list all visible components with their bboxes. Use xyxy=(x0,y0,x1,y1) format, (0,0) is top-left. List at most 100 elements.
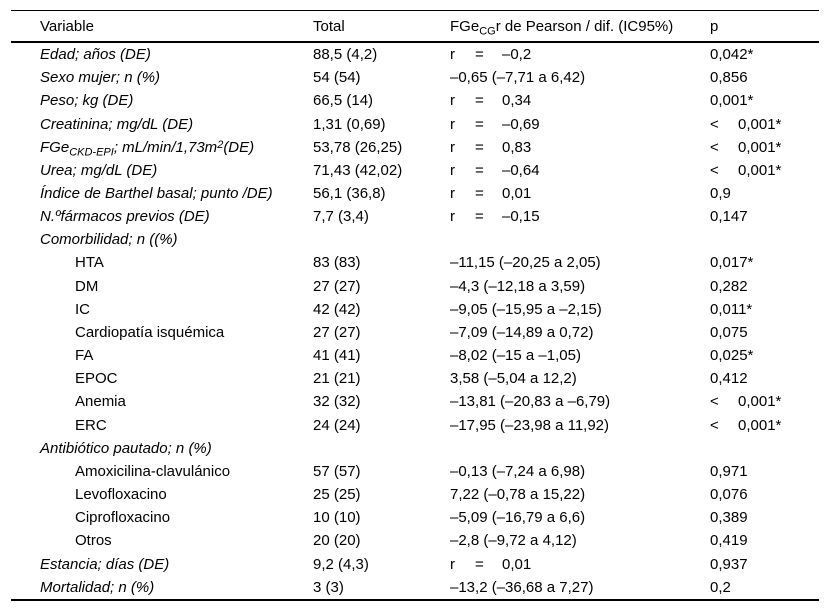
p-value: 0,001* xyxy=(738,115,782,133)
variable-cell: Creatinina; mg/dL (DE) xyxy=(11,117,313,132)
total-cell: 27 (27) xyxy=(313,323,361,341)
r-label: r xyxy=(450,92,455,110)
less-than-sign: < xyxy=(710,416,719,434)
p-value: 0,001* xyxy=(738,138,782,156)
r-value: –0,2 xyxy=(502,46,532,64)
p-value: 0,147 xyxy=(710,208,748,226)
text-part: Cardiopatía isquémica xyxy=(75,323,225,341)
pearson-dif-cell: –0,65 (–7,71 a 6,42) xyxy=(450,70,708,85)
column-header-p: p xyxy=(708,19,819,34)
difference-ci-value: –7,09 (–14,89 a 0,72) xyxy=(450,323,594,341)
text-part: Antibiótico pautado; n (%) xyxy=(40,439,212,457)
table-row: FA 41 (41) –8,02 (–15 a –1,05) 0,025* xyxy=(11,344,819,367)
difference-ci-value: –17,95 (–23,98 a 11,92) xyxy=(450,416,610,434)
variable-cell: N.ºfármacos previos (DE) xyxy=(11,209,313,224)
total-cell: 1,31 (0,69) xyxy=(313,115,386,133)
table-row: Anemia 32 (32) –13,81 (–20,83 a –6,79) <0,0… xyxy=(11,390,819,413)
subscript-text: CKD-EPI xyxy=(69,146,114,159)
variable-cell: Peso; kg (DE) xyxy=(11,93,313,108)
column-header-variable: Variable xyxy=(11,19,313,34)
p-value: 0,001* xyxy=(738,393,782,411)
pearson-dif-cell: 7,22 (–0,78 a 15,22) xyxy=(450,487,708,502)
difference-ci-value: –9,05 (–15,95 a –2,15) xyxy=(450,300,602,318)
pearson-dif-cell: r = 0,01 xyxy=(450,186,708,201)
difference-ci-value: 7,22 (–0,78 a 15,22) xyxy=(450,486,586,504)
p-value-cell: 0,856 xyxy=(708,70,819,85)
variable-cell: Índice de Barthel basal; punto /DE) xyxy=(11,186,313,201)
p-value-cell: 0,076 xyxy=(708,487,819,502)
r-label: r xyxy=(450,138,455,156)
text-part: Peso; kg (DE) xyxy=(40,92,134,110)
p-value: 0,075 xyxy=(710,323,748,341)
table-row: HTA 83 (83) –11,15 (–20,25 a 2,05) 0,017* xyxy=(11,251,819,274)
p-value: 0,937 xyxy=(710,555,748,573)
table-row: Comorbilidad; n ((%) xyxy=(11,228,819,251)
difference-ci-value: –13,81 (–20,83 a –6,79) xyxy=(450,393,611,411)
text-part: Ciprofloxacino xyxy=(75,509,171,527)
p-value-cell: 0,147 xyxy=(708,209,819,224)
p-value-cell: 0,971 xyxy=(708,464,819,479)
total-cell: 71,43 (42,02) xyxy=(313,161,403,179)
variable-cell: Edad; años (DE) xyxy=(11,47,313,62)
r-value: –0,64 xyxy=(502,161,540,179)
total-cell: 21 (21) xyxy=(313,370,361,388)
less-than-sign: < xyxy=(710,393,719,411)
table-row: Otros 20 (20) –2,8 (–9,72 a 4,12) 0,419 xyxy=(11,529,819,552)
pearson-dif-cell: –7,09 (–14,89 a 0,72) xyxy=(450,325,708,340)
p-value-cell: 0,419 xyxy=(708,533,819,548)
p-value: 0,9 xyxy=(710,185,731,203)
table-row: Estancia; días (DE) 9,2 (4,3) r = 0,01 0,937 xyxy=(11,552,819,575)
text-part: Amoxicilina-clavulánico xyxy=(75,462,231,480)
pearson-dif-cell: –8,02 (–15 a –1,05) xyxy=(450,348,708,363)
text-part: N.ºfármacos previos (DE) xyxy=(40,208,210,226)
variable-cell: FA xyxy=(11,348,313,363)
subscript-text: CG xyxy=(479,25,496,37)
p-value: 0,042* xyxy=(710,46,754,64)
r-value: –0,15 xyxy=(502,208,540,226)
p-value: 0,412 xyxy=(710,370,748,388)
table-row: ERC 24 (24) –17,95 (–23,98 a 11,92) <0,001* xyxy=(11,414,819,437)
total-cell: 9,2 (4,3) xyxy=(313,555,369,573)
r-label: r xyxy=(450,185,455,203)
r-label: r xyxy=(450,208,455,226)
p-value-cell: 0,075 xyxy=(708,325,819,340)
table-body: Edad; años (DE) 88,5 (4,2) r = –0,2 0,042* Sex… xyxy=(11,43,819,601)
total-cell: 3 (3) xyxy=(313,578,344,596)
p-value-cell: 0,011* xyxy=(708,302,819,317)
text-part: HTA xyxy=(75,254,104,272)
text-part: Variable xyxy=(40,17,94,35)
table-row: Peso; kg (DE) 66,5 (14) r = 0,34 0,001* xyxy=(11,89,819,112)
variable-cell: Urea; mg/dL (DE) xyxy=(11,163,313,178)
difference-ci-value: –0,13 (–7,24 a 6,98) xyxy=(450,462,586,480)
text-part: p xyxy=(710,17,719,35)
text-part: ERC xyxy=(75,416,107,434)
p-value-cell: <0,001* xyxy=(708,394,819,409)
equals-sign: = xyxy=(475,161,484,179)
r-label: r xyxy=(450,46,455,64)
text-part: FGe xyxy=(40,138,70,156)
table-row: Mortalidad; n (%) 3 (3) –13,2 (–36,68 a 7,… xyxy=(11,576,819,599)
table-row: Sexo mujer; n (%) 54 (54) –0,65 (–7,71 a 6… xyxy=(11,66,819,89)
pearson-dif-cell: r = 0,34 xyxy=(450,93,708,108)
total-cell: 27 (27) xyxy=(313,277,361,295)
less-than-sign: < xyxy=(710,115,719,133)
variable-cell: EPOC xyxy=(11,371,313,386)
equals-sign: = xyxy=(475,115,484,133)
text-part: DM xyxy=(75,277,99,295)
total-cell: 10 (10) xyxy=(313,509,361,527)
variable-cell: Ciprofloxacino xyxy=(11,510,313,525)
table-row: Índice de Barthel basal; punto /DE) 56,1 … xyxy=(11,182,819,205)
text-part: Levofloxacino xyxy=(75,486,167,504)
text-part: Anemia xyxy=(75,393,126,411)
table-row: Levofloxacino 25 (25) 7,22 (–0,78 a 15,22)… xyxy=(11,483,819,506)
r-label: r xyxy=(450,161,455,179)
equals-sign: = xyxy=(475,92,484,110)
p-value-cell: 0,389 xyxy=(708,510,819,525)
pearson-dif-cell: –11,15 (–20,25 a 2,05) xyxy=(450,255,708,270)
difference-ci-value: –8,02 (–15 a –1,05) xyxy=(450,347,581,365)
total-cell: 66,5 (14) xyxy=(313,92,374,110)
total-cell: 53,78 (26,25) xyxy=(313,138,403,156)
text-part: Comorbilidad; n ((%) xyxy=(40,231,178,249)
p-value-cell: 0,017* xyxy=(708,255,819,270)
text-part: Urea; mg/dL (DE) xyxy=(40,161,158,179)
